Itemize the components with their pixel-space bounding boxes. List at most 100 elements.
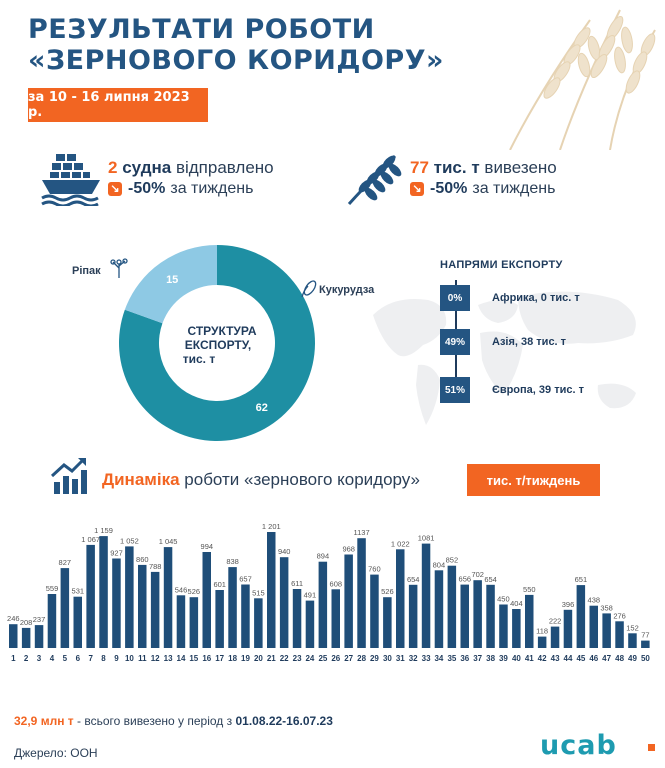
bar-category-label: 25 [318, 654, 327, 663]
direction-africa-pct: 0% [440, 285, 470, 311]
bar-week-47 [602, 613, 611, 648]
bar-category-label: 49 [628, 654, 637, 663]
bar-week-2 [21, 627, 31, 648]
bar-week-31 [396, 549, 405, 648]
bar-category-label: 33 [422, 654, 431, 663]
bar-week-15 [189, 597, 199, 648]
rapeseed-icon [110, 258, 128, 278]
total-exported: 32,9 млн т - всього вивезено у період з … [14, 714, 333, 728]
bar-week-24 [305, 600, 315, 648]
bar-category-label: 41 [525, 654, 534, 663]
volume-change: ↘ -50% за тиждень [410, 180, 555, 198]
bar-week-25 [318, 561, 328, 648]
bar-value-label: 491 [304, 591, 317, 600]
bar-value-label: 860 [136, 555, 149, 564]
bar-category-label: 20 [254, 654, 263, 663]
corn-icon [301, 280, 317, 298]
bar-category-label: 14 [177, 654, 186, 663]
bar-week-21 [267, 532, 276, 648]
bar-value-label: 1 067 [81, 535, 100, 544]
logo-dot [648, 744, 655, 751]
bar-value-label: 404 [510, 599, 523, 608]
dynamics-title-accent: Динаміка [102, 470, 180, 489]
total-value: 32,9 млн т [14, 714, 74, 728]
direction-asia-pct: 49% [440, 329, 470, 355]
bar-category-label: 31 [396, 654, 405, 663]
donut-label-corn: Кукурудза [319, 284, 375, 296]
bar-category-label: 32 [409, 654, 418, 663]
bar-week-18 [228, 567, 237, 648]
bar-week-36 [460, 584, 469, 648]
ships-count: 2 [108, 158, 118, 177]
dynamics-title: Динаміка роботи «зернового коридору» [102, 470, 420, 490]
bar-value-label: 651 [575, 575, 588, 584]
bar-value-label: 550 [523, 585, 536, 594]
donut-slice-rapeseed-value: 15 [166, 274, 178, 286]
bar-value-label: 559 [46, 584, 59, 593]
volume-unit: тис. т [433, 158, 480, 177]
down-arrow-icon: ↘ [410, 182, 424, 196]
bar-value-label: 526 [188, 587, 201, 596]
page-title: РЕЗУЛЬТАТИ РОБОТИ «ЗЕРНОВОГО КОРИДОРУ» [28, 14, 444, 76]
cargo-ship-icon [41, 154, 100, 206]
direction-europe-pct: 51% [440, 377, 470, 403]
title-line-2: «ЗЕРНОВОГО КОРИДОРУ» [28, 45, 444, 76]
bar-week-20 [254, 598, 263, 648]
donut-label-rapeseed: Ріпак [72, 265, 101, 277]
bar-week-32 [408, 584, 418, 648]
bar-category-label: 36 [460, 654, 469, 663]
bar-category-label: 4 [50, 654, 55, 663]
bar-value-label: 804 [433, 560, 446, 569]
down-arrow-icon: ↘ [108, 182, 122, 196]
bar-value-label: 208 [20, 618, 33, 627]
bar-week-3 [34, 625, 44, 648]
bar-week-1 [9, 624, 18, 648]
bar-category-label: 23 [293, 654, 302, 663]
bar-value-label: 515 [252, 588, 265, 597]
bar-category-label: 47 [602, 654, 611, 663]
bar-value-label: 118 [536, 627, 548, 636]
bar-week-45 [576, 585, 586, 648]
bar-category-label: 39 [499, 654, 508, 663]
bar-week-39 [499, 604, 508, 648]
bar-week-7 [86, 544, 95, 648]
bar-category-label: 30 [383, 654, 392, 663]
bar-week-44 [563, 609, 573, 648]
bar-week-27 [344, 554, 353, 648]
bar-value-label: 77 [641, 631, 649, 640]
bar-week-14 [176, 595, 186, 648]
date-range-badge: за 10 - 16 липня 2023 р. [28, 88, 208, 122]
bar-week-19 [241, 584, 250, 648]
bar-value-label: 1 045 [159, 537, 178, 546]
bar-week-50 [641, 640, 650, 648]
bar-category-label: 3 [37, 654, 42, 663]
bar-week-4 [47, 594, 57, 648]
bar-category-label: 22 [280, 654, 289, 663]
bar-week-26 [331, 589, 340, 648]
bar-value-label: 246 [7, 614, 20, 623]
bar-week-6 [73, 596, 82, 648]
bar-value-label: 927 [110, 549, 123, 558]
bar-value-label: 1 201 [262, 522, 281, 531]
bar-category-label: 44 [564, 654, 573, 663]
volume-change-value: -50% [430, 180, 468, 197]
ships-stat: 2 судна відправлено [108, 158, 274, 178]
bar-value-label: 654 [407, 575, 420, 584]
volume-stat: 77 тис. т вивезено [410, 158, 557, 178]
bar-week-16 [202, 552, 211, 648]
bar-value-label: 657 [239, 575, 252, 584]
donut-center-line-2: ЕКСПОРТУ, [185, 338, 251, 352]
bar-week-46 [589, 605, 598, 648]
bar-week-5 [60, 568, 70, 648]
bar-week-38 [486, 584, 495, 648]
bar-week-42 [537, 636, 547, 648]
bar-value-label: 526 [381, 587, 394, 596]
ucab-logo: ucab [540, 730, 617, 761]
bar-category-label: 8 [101, 654, 106, 663]
bar-value-label: 968 [342, 545, 355, 554]
bar-week-10 [125, 546, 134, 648]
donut-slice-corn [119, 245, 316, 442]
bar-value-label: 1 052 [120, 536, 139, 545]
